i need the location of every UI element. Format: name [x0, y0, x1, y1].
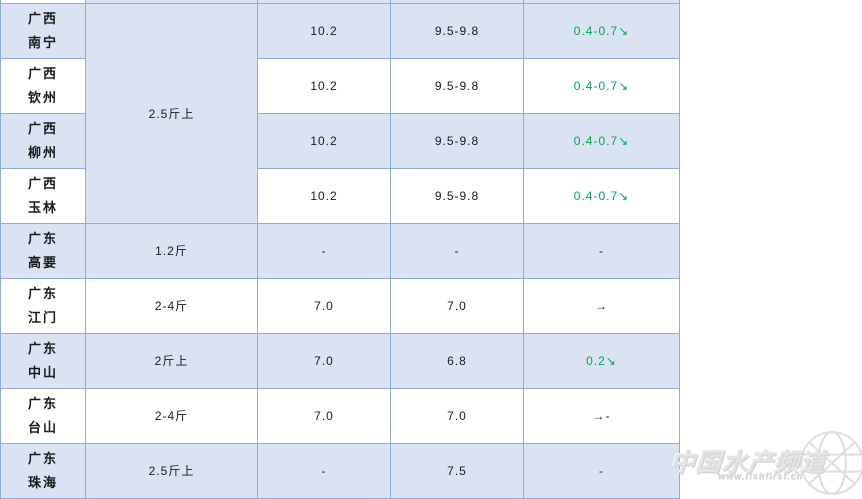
price-now-cell: 9.5-9.8	[390, 112, 524, 169]
change-cell: -	[523, 222, 680, 279]
change-flat-arrow: →-	[592, 408, 611, 423]
price-now-cell: 9.5-9.8	[390, 57, 524, 114]
region-city: 江门	[27, 309, 58, 325]
spec-cell: 2-4斤	[85, 277, 258, 334]
region-province: 广东	[27, 450, 58, 466]
watermark-url: www.fishfirst.cn	[718, 471, 804, 481]
region-cell: 广东 中山	[0, 332, 86, 389]
table-row: 广东 江门 2-4斤 7.0 7.0 →	[0, 277, 680, 334]
change-value: 0.4-0.7↘	[573, 23, 630, 38]
change-cell: 0.4-0.7↘	[523, 2, 680, 59]
region-cell: 广东 珠海	[0, 442, 86, 499]
region-cell: 广西 柳州	[0, 112, 86, 169]
fish-price-table: 广西 南宁 2.5斤上 10.2 9.5-9.8 0.4-0.7↘ 广西 钦州 …	[0, 0, 680, 499]
change-value: 0.4-0.7↘	[573, 188, 630, 203]
region-city: 珠海	[27, 474, 58, 490]
change-cell: →-	[523, 387, 680, 444]
change-cell: 0.4-0.7↘	[523, 57, 680, 114]
region-province: 广东	[27, 340, 58, 356]
price-now-cell: 7.5	[390, 442, 524, 499]
price-now-cell: -	[390, 222, 524, 279]
price-now-cell: 9.5-9.8	[390, 167, 524, 224]
price-now-cell: 9.5-9.8	[390, 2, 524, 59]
region-city: 柳州	[27, 144, 58, 160]
region-province: 广西	[27, 175, 58, 191]
price-prev-cell: 10.2	[257, 57, 391, 114]
price-prev-cell: -	[257, 442, 391, 499]
price-prev-cell: 7.0	[257, 277, 391, 334]
region-city: 南宁	[27, 34, 58, 50]
spec-cell: 2斤上	[85, 332, 258, 389]
region-province: 广西	[27, 10, 58, 26]
price-prev-cell: 7.0	[257, 332, 391, 389]
table-row: 广东 高要 1.2斤 - - -	[0, 222, 680, 279]
price-prev-cell: 10.2	[257, 2, 391, 59]
region-province: 广东	[27, 230, 58, 246]
spec-cell: 1.2斤	[85, 222, 258, 279]
region-province: 广西	[27, 65, 58, 81]
change-value: -	[599, 463, 604, 478]
change-cell: 0.4-0.7↘	[523, 167, 680, 224]
region-cell: 广东 高要	[0, 222, 86, 279]
price-now-cell: 7.0	[390, 277, 524, 334]
change-value: 0.2↘	[586, 353, 617, 368]
change-value: 0.4-0.7↘	[573, 78, 630, 93]
change-cell: -	[523, 442, 680, 499]
price-now-cell: 7.0	[390, 387, 524, 444]
region-province: 广西	[27, 120, 58, 136]
spec-cell: 2-4斤	[85, 387, 258, 444]
change-cell: 0.2↘	[523, 332, 680, 389]
table-row: 广西 玉林 10.2 9.5-9.8 0.4-0.7↘	[0, 167, 680, 224]
watermark: 中国水产频道 www.fishfirst.cn	[668, 431, 862, 497]
region-city: 台山	[27, 419, 58, 435]
region-cell: 广西 南宁	[0, 2, 86, 59]
change-cell: 0.4-0.7↘	[523, 112, 680, 169]
region-province: 广东	[27, 395, 58, 411]
price-prev-cell: -	[257, 222, 391, 279]
change-value: -	[599, 243, 604, 258]
table-row: 广东 台山 2-4斤 7.0 7.0 →-	[0, 387, 680, 444]
region-province: 广东	[27, 285, 58, 301]
spec-cell: 2.5斤上	[85, 2, 258, 224]
region-cell: 广东 江门	[0, 277, 86, 334]
region-city: 中山	[27, 364, 58, 380]
price-now-cell: 6.8	[390, 332, 524, 389]
price-prev-cell: 7.0	[257, 387, 391, 444]
change-cell: →	[523, 277, 680, 334]
table-row: 广西 柳州 10.2 9.5-9.8 0.4-0.7↘	[0, 112, 680, 169]
price-prev-cell: 10.2	[257, 167, 391, 224]
watermark-title: 中国水产频道	[668, 449, 827, 477]
table-row: 广东 珠海 2.5斤上 - 7.5 -	[0, 442, 680, 499]
region-city: 玉林	[27, 199, 58, 215]
region-cell: 广西 钦州	[0, 57, 86, 114]
table-row: 广西 南宁 2.5斤上 10.2 9.5-9.8 0.4-0.7↘	[0, 2, 680, 224]
change-value: 0.4-0.7↘	[573, 133, 630, 148]
globe-icon	[800, 431, 862, 495]
spec-cell: 2.5斤上	[85, 442, 258, 499]
price-prev-cell: 10.2	[257, 112, 391, 169]
region-city: 高要	[27, 254, 58, 270]
region-city: 钦州	[27, 89, 58, 105]
table-row: 广东 中山 2斤上 7.0 6.8 0.2↘	[0, 332, 680, 389]
change-flat-arrow: →	[595, 298, 608, 313]
region-cell: 广西 玉林	[0, 167, 86, 224]
region-cell: 广东 台山	[0, 387, 86, 444]
